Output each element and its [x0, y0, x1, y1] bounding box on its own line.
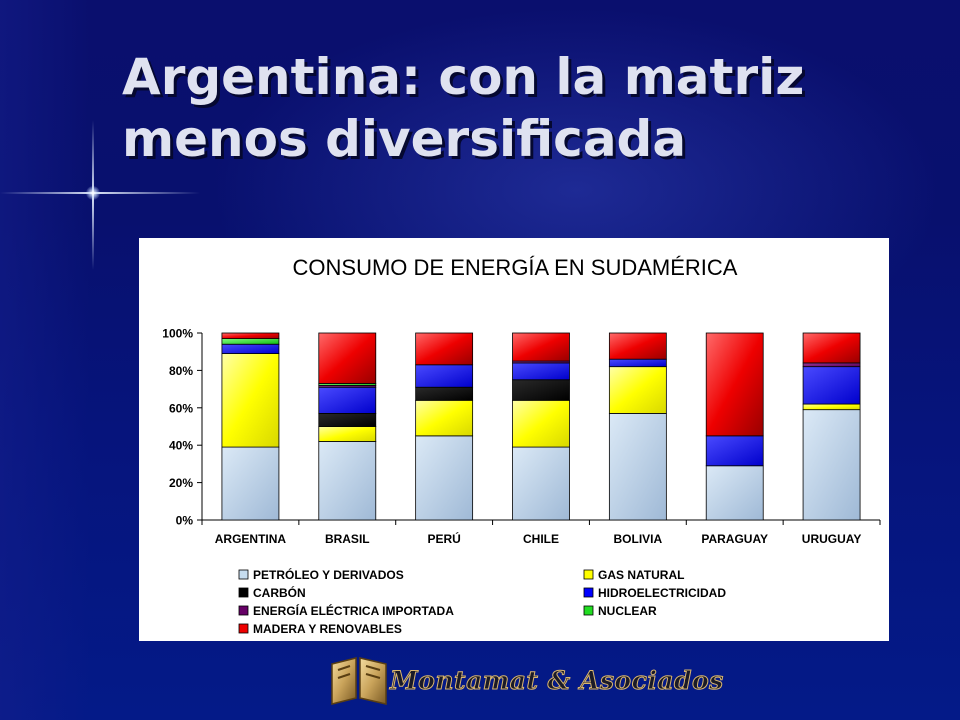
chart-title: CONSUMO DE ENERGÍA EN SUDAMÉRICA [293, 255, 738, 280]
bar-segment-chile-gas-natural [512, 399, 570, 448]
bar-segment-bolivia-madera-y-renovables [608, 332, 667, 360]
legend-label: NUCLEAR [598, 604, 657, 618]
legend-label: ENERGÍA ELÉCTRICA IMPORTADA [253, 603, 454, 618]
legend-label: PETRÓLEO Y DERIVADOS [253, 567, 404, 582]
bar-segment-peru-carbon [415, 386, 474, 401]
bar-stack-peru [415, 332, 474, 521]
legend-item-nuclear: NUCLEAR [583, 604, 657, 618]
bar-segment-brasil-gas-natural [318, 426, 377, 442]
legend-label: HIDROELECTRICIDAD [598, 586, 726, 600]
legend-swatch [238, 569, 249, 580]
bar-segment-peru-petroleo-y-derivados [415, 435, 474, 521]
logo-text: Montamat & Asociados [390, 666, 724, 696]
background-left-band [0, 0, 90, 720]
bar-segment-uruguay-hidroelectricidad [802, 366, 861, 405]
bar-segment-chile-carbon [512, 379, 570, 401]
stacked-bar-chart: CONSUMO DE ENERGÍA EN SUDAMÉRICA 0% 20% 40… [162, 255, 881, 636]
bar-segment-paraguay-petroleo-y-derivados [705, 465, 764, 521]
chart-axes: 0% 20% 40% 60% 80% 100% [162, 327, 881, 528]
bar-segment-uruguay-energia-electrica-importada [802, 362, 861, 368]
bar-stack-paraguay [705, 332, 764, 521]
bar-segment-brasil-petroleo-y-derivados [318, 441, 377, 521]
x-label-uruguay: URUGUAY [802, 532, 862, 546]
legend-swatch [238, 605, 249, 616]
legend-item-energia-electrica-importada: ENERGÍA ELÉCTRICA IMPORTADA [238, 603, 454, 618]
slide-title-line-2: menos diversificada [122, 110, 687, 168]
legend-swatch [238, 587, 249, 598]
y-tick-label: 80% [169, 364, 193, 378]
legend-label: MADERA Y RENOVABLES [253, 622, 402, 636]
x-label-bolivia: BOLIVIA [614, 532, 663, 546]
bar-segment-uruguay-gas-natural [802, 403, 861, 411]
bar-segment-uruguay-petroleo-y-derivados [802, 409, 861, 521]
x-label-peru: PERÚ [427, 531, 460, 546]
x-label-paraguay: PARAGUAY [701, 532, 768, 546]
bar-segment-paraguay-madera-y-renovables [705, 332, 764, 437]
bar-segment-peru-hidroelectricidad [415, 364, 474, 388]
bar-segment-chile-petroleo-y-derivados [512, 446, 570, 521]
y-tick-label: 0% [176, 514, 194, 528]
bar-segment-argentina-hidroelectricidad [221, 343, 280, 354]
legend-label: GAS NATURAL [598, 568, 684, 582]
bar-stack-argentina [221, 332, 280, 521]
legend-swatch [583, 605, 594, 616]
x-label-chile: CHILE [523, 532, 559, 546]
bar-segment-chile-madera-y-renovables [512, 332, 570, 362]
bar-stack-uruguay [802, 332, 861, 521]
bar-stack-brasil [318, 332, 377, 521]
bar-segment-paraguay-hidroelectricidad [705, 435, 764, 467]
legend-swatch [238, 623, 249, 634]
x-label-argentina: ARGENTINA [215, 532, 287, 546]
bar-segment-bolivia-gas-natural [608, 366, 667, 414]
bar-segment-bolivia-petroleo-y-derivados [608, 413, 667, 521]
legend-item-petroleo-y-derivados: PETRÓLEO Y DERIVADOS [238, 567, 404, 582]
bar-segment-argentina-petroleo-y-derivados [221, 446, 280, 521]
bar-segment-brasil-hidroelectricidad [318, 386, 377, 414]
book-emblem-icon [331, 657, 387, 705]
y-tick-label: 20% [169, 476, 193, 490]
legend-item-hidroelectricidad: HIDROELECTRICIDAD [583, 586, 726, 600]
chart-bars [221, 332, 861, 521]
bar-segment-brasil-carbon [318, 413, 377, 427]
bar-segment-peru-madera-y-renovables [415, 332, 474, 366]
bar-segment-brasil-madera-y-renovables [318, 332, 377, 384]
legend-item-carbon: CARBÓN [238, 585, 306, 600]
company-logo: Montamat & Asociados [328, 652, 724, 712]
sparkle-horizontal-line [0, 192, 200, 194]
bar-stack-chile [512, 332, 570, 521]
legend-label: CARBÓN [253, 585, 306, 600]
slide-title: Argentina: con la matriz menos diversifi… [122, 46, 922, 170]
x-label-brasil: BRASIL [325, 532, 370, 546]
y-tick-label: 40% [169, 439, 193, 453]
chart-panel: CONSUMO DE ENERGÍA EN SUDAMÉRICA 0% 20% 40… [139, 238, 889, 641]
bar-segment-uruguay-madera-y-renovables [802, 332, 861, 364]
legend-item-gas-natural: GAS NATURAL [583, 568, 684, 582]
bar-segment-argentina-nuclear [221, 338, 280, 345]
bar-segment-argentina-madera-y-renovables [221, 332, 280, 340]
legend-swatch [583, 569, 594, 580]
y-tick-label: 100% [162, 327, 193, 341]
chart-legend: PETRÓLEO Y DERIVADOS GAS NATURAL CARBÓN HID… [238, 567, 726, 636]
legend-swatch [583, 587, 594, 598]
bar-segment-argentina-gas-natural [221, 353, 280, 448]
y-tick-label: 60% [169, 401, 193, 415]
bar-segment-chile-hidroelectricidad [512, 362, 570, 381]
chart-x-labels: ARGENTINA BRASIL PERÚ CHILE BOLIVIA PARAGUAY U… [215, 531, 862, 546]
bar-segment-peru-gas-natural [415, 399, 474, 437]
bar-segment-bolivia-hidroelectricidad [608, 358, 667, 368]
sparkle-center [86, 186, 100, 200]
bar-stack-bolivia [608, 332, 667, 521]
slide-title-line-1: Argentina: con la matriz [122, 48, 805, 106]
legend-item-madera-y-renovables: MADERA Y RENOVABLES [238, 622, 402, 636]
